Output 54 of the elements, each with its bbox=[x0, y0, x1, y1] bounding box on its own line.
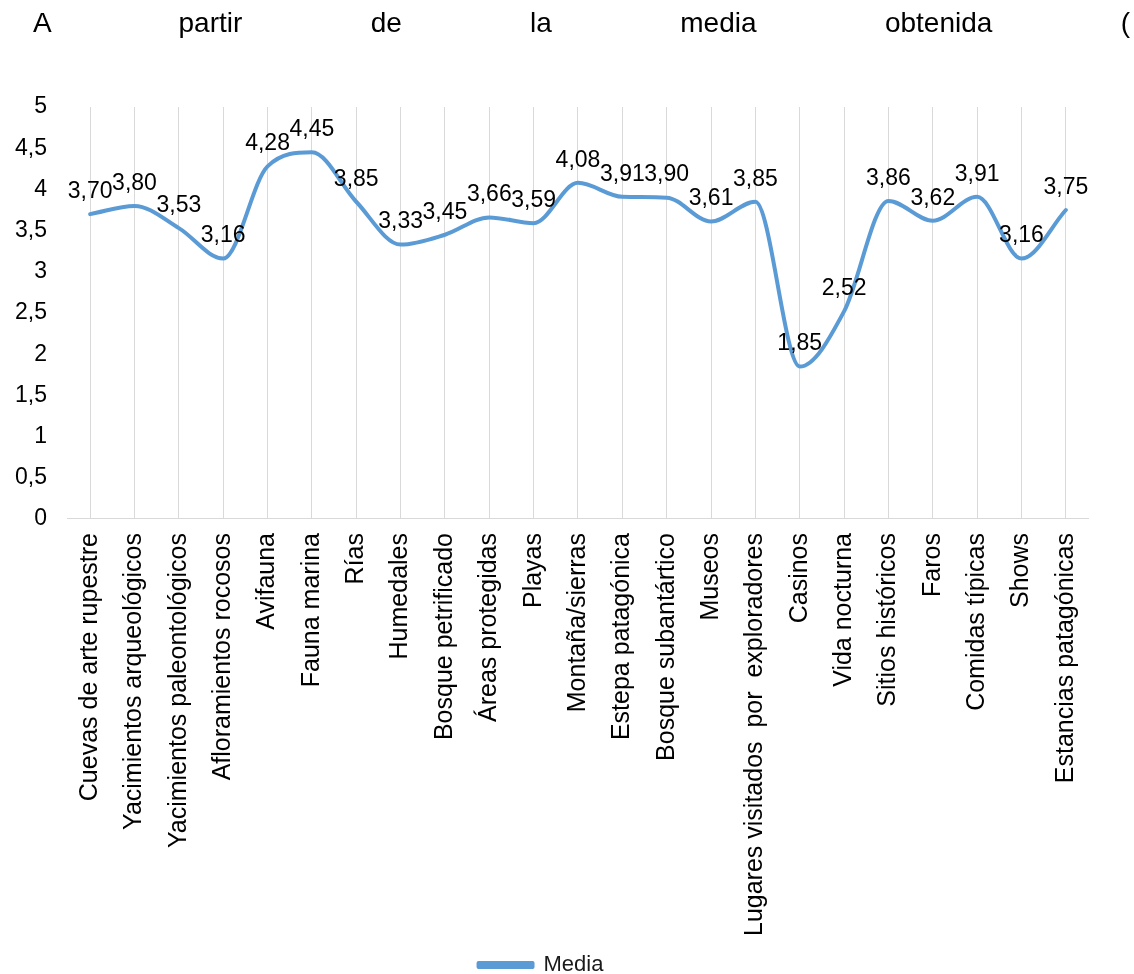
x-tick-label: Vida nocturna bbox=[827, 532, 856, 687]
data-label: 3,62 bbox=[910, 183, 956, 210]
data-label: 3,75 bbox=[1043, 172, 1089, 199]
x-tick-label: Afloramientos rocosos bbox=[207, 533, 236, 781]
y-tick-label: 0,5 bbox=[14, 463, 47, 490]
x-tick-label: Playas bbox=[517, 533, 546, 609]
x-tick-label: Casinos bbox=[783, 533, 812, 624]
y-tick-label: 2,5 bbox=[14, 298, 47, 325]
y-tick-label: 4 bbox=[34, 174, 48, 201]
x-tick-label: Estancias patagónicas bbox=[1049, 533, 1078, 784]
data-label: 3,66 bbox=[466, 180, 512, 207]
data-label: 3,91 bbox=[954, 159, 1000, 186]
x-tick-label: Shows bbox=[1005, 533, 1034, 609]
y-tick-label: 3 bbox=[34, 257, 47, 284]
chart-title: A partir de la media obtenida ( bbox=[33, 6, 1130, 40]
x-tick-label: Lugares visitados por exploradores bbox=[739, 533, 768, 937]
x-tick-label: Faros bbox=[916, 533, 945, 597]
x-tick-label: Yacimientos arqueológicos bbox=[118, 533, 147, 830]
data-label: 3,53 bbox=[156, 190, 202, 217]
data-label: 3,85 bbox=[733, 164, 778, 191]
x-tick-label: Bosque petrificado bbox=[428, 533, 457, 741]
x-tick-label: Humedales bbox=[384, 533, 413, 660]
data-label: 3,61 bbox=[688, 184, 734, 211]
data-label: 3,70 bbox=[67, 176, 113, 203]
y-tick-label: 0 bbox=[34, 504, 47, 531]
legend-label: Media bbox=[543, 951, 605, 974]
x-tick-label: Montaña/sierras bbox=[561, 533, 590, 713]
data-label: 4,28 bbox=[245, 129, 290, 156]
x-tick-label: Cuevas de arte rupestre bbox=[74, 533, 103, 802]
data-label: 3,80 bbox=[112, 168, 157, 195]
y-tick-label: 4,5 bbox=[14, 133, 47, 160]
y-tick-label: 2 bbox=[34, 339, 47, 366]
data-label: 3,33 bbox=[378, 207, 423, 234]
x-tick-label: Áreas protegidas bbox=[473, 533, 502, 723]
x-tick-label: Estepa patagónica bbox=[606, 532, 635, 741]
x-tick-label: Sitios históricos bbox=[872, 533, 901, 707]
data-label: 3,91 bbox=[599, 159, 645, 186]
x-tick-label: Avifauna bbox=[251, 532, 280, 630]
y-tick-label: 1 bbox=[34, 421, 47, 448]
x-tick-label: Yacimientos paleontológicos bbox=[162, 533, 191, 849]
y-tick-label: 5 bbox=[34, 92, 47, 119]
data-label: 3,86 bbox=[866, 163, 911, 190]
data-label: 3,45 bbox=[422, 197, 468, 224]
x-tick-label: Museos bbox=[694, 533, 723, 621]
data-label: 4,45 bbox=[289, 115, 335, 142]
data-label: 4,08 bbox=[555, 145, 601, 172]
x-tick-label: Fauna marina bbox=[295, 532, 324, 688]
x-tick-label: Rías bbox=[340, 533, 369, 585]
y-tick-label: 1,5 bbox=[14, 380, 47, 407]
data-label: 3,90 bbox=[644, 160, 690, 187]
x-tick-label: Comidas típicas bbox=[961, 533, 990, 711]
x-tick-label: Bosque subantártico bbox=[650, 533, 679, 761]
data-label: 3,59 bbox=[511, 186, 557, 213]
y-tick-label: 3,5 bbox=[14, 215, 47, 242]
